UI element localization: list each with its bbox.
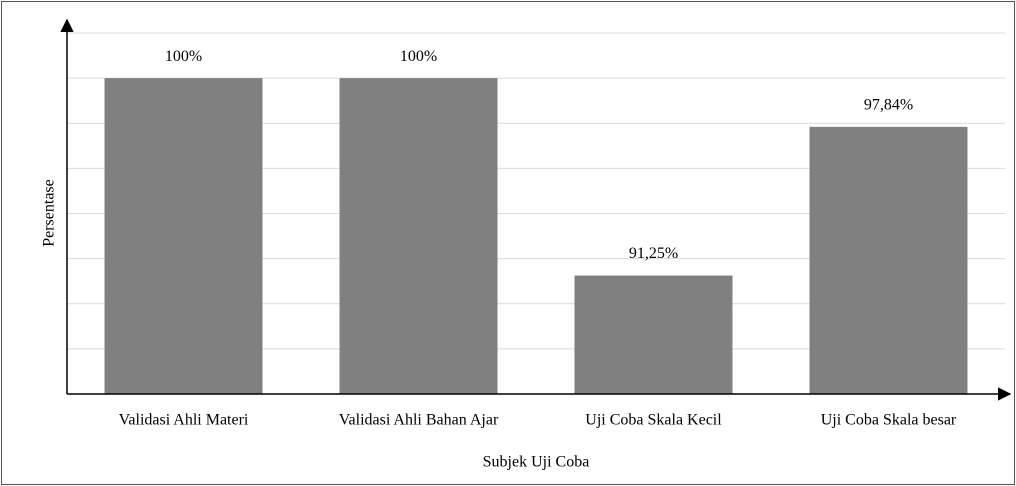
data-label: 91,25% <box>629 245 678 262</box>
y-axis-title: Persentase <box>41 179 58 247</box>
x-tick-label: Validasi Ahli Bahan Ajar <box>339 412 499 429</box>
data-label: 100% <box>165 48 202 65</box>
bar <box>104 78 263 394</box>
data-label: 97,84% <box>864 97 913 114</box>
bar <box>574 275 733 394</box>
x-tick-label: Validasi Ahli Materi <box>119 412 249 429</box>
x-axis-title: Subjek Uji Coba <box>483 454 590 471</box>
bar <box>809 126 968 395</box>
x-tick-label: Uji Coba Skala besar <box>821 412 957 429</box>
bar <box>339 78 498 394</box>
x-tick-label: Uji Coba Skala Kecil <box>585 412 722 429</box>
data-label: 100% <box>400 48 437 65</box>
